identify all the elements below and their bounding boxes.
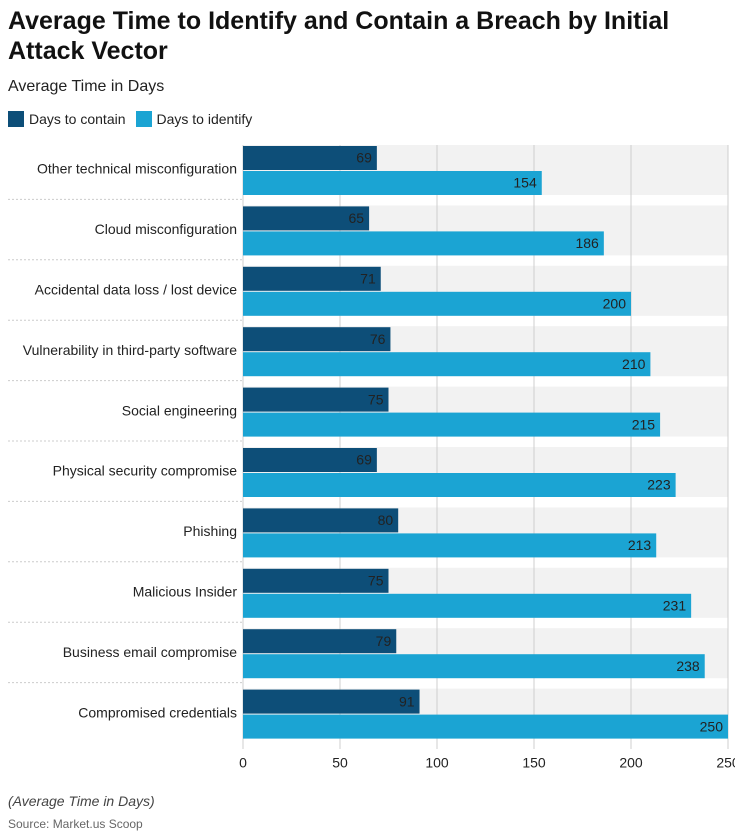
- category-label: Cloud misconfiguration: [95, 221, 237, 237]
- value-label: 76: [370, 331, 386, 347]
- x-tick-label: 0: [239, 755, 247, 771]
- bar: [243, 266, 381, 291]
- chart-subtitle: Average Time in Days: [8, 78, 165, 95]
- bar: [243, 387, 389, 412]
- x-tick-label: 100: [425, 755, 449, 771]
- bar: [243, 448, 377, 472]
- value-label: 71: [360, 271, 376, 287]
- category-label: Malicious Insider: [133, 584, 238, 600]
- value-label: 215: [632, 416, 656, 432]
- legend-swatch: [135, 111, 152, 127]
- bar: [243, 654, 705, 679]
- legend-item: Days to contain: [8, 111, 126, 127]
- chart: 0 50 100 150 200 250 Other technical misconfig…: [8, 145, 735, 771]
- value-label: 200: [603, 296, 627, 312]
- value-label: 69: [356, 452, 372, 468]
- value-label: 250: [700, 718, 724, 734]
- bar: [243, 231, 604, 256]
- category-label: Vulnerability in third-party software: [23, 342, 237, 358]
- note: (Average Time in Days): [8, 793, 155, 809]
- x-tick-label: 250: [716, 755, 735, 771]
- category-label: Social engineering: [122, 402, 237, 418]
- legend: Days to contain Days to identify: [8, 111, 252, 127]
- bar: [243, 352, 651, 377]
- value-label: 91: [399, 693, 415, 709]
- bar: [243, 629, 397, 654]
- value-label: 69: [356, 150, 372, 166]
- category-label: Physical security compromise: [53, 463, 238, 479]
- value-label: 80: [378, 512, 394, 528]
- category-label: Business email compromise: [63, 644, 237, 660]
- bar: [243, 327, 391, 352]
- chart-title: Average Time to Identify and Contain a B…: [8, 7, 670, 65]
- bar: [243, 568, 389, 593]
- x-tick-label: 150: [522, 755, 546, 771]
- bar: [243, 473, 676, 497]
- bar: [243, 714, 728, 739]
- legend-item: Days to identify: [135, 111, 253, 127]
- value-label: 154: [513, 175, 537, 191]
- value-label: 210: [622, 356, 646, 372]
- value-label: 213: [628, 537, 652, 553]
- legend-label: Days to contain: [29, 111, 126, 127]
- bar: [243, 412, 661, 437]
- value-label: 186: [575, 235, 599, 251]
- bar: [243, 508, 399, 533]
- bar: [243, 689, 420, 714]
- value-label: 223: [647, 477, 671, 493]
- x-tick-label: 200: [619, 755, 643, 771]
- value-label: 75: [368, 573, 384, 589]
- legend-label: Days to identify: [156, 111, 253, 127]
- category-label: Phishing: [183, 523, 237, 539]
- bar: [243, 291, 631, 316]
- value-label: 238: [676, 658, 700, 674]
- bar: [243, 171, 542, 195]
- category-label: Accidental data loss / lost device: [35, 282, 238, 298]
- legend-swatch: [8, 111, 24, 127]
- value-label: 65: [349, 210, 365, 226]
- bar: [243, 593, 692, 618]
- bar: [243, 146, 377, 170]
- x-tick-label: 50: [332, 755, 348, 771]
- bar: [243, 533, 657, 558]
- value-label: 75: [368, 391, 384, 407]
- category-label: Other technical misconfiguration: [37, 161, 237, 177]
- value-label: 79: [376, 633, 392, 649]
- category-label: Compromised credentials: [78, 704, 237, 720]
- bar: [243, 206, 370, 231]
- value-label: 231: [663, 598, 687, 614]
- source: Source: Market.us Scoop: [8, 817, 143, 831]
